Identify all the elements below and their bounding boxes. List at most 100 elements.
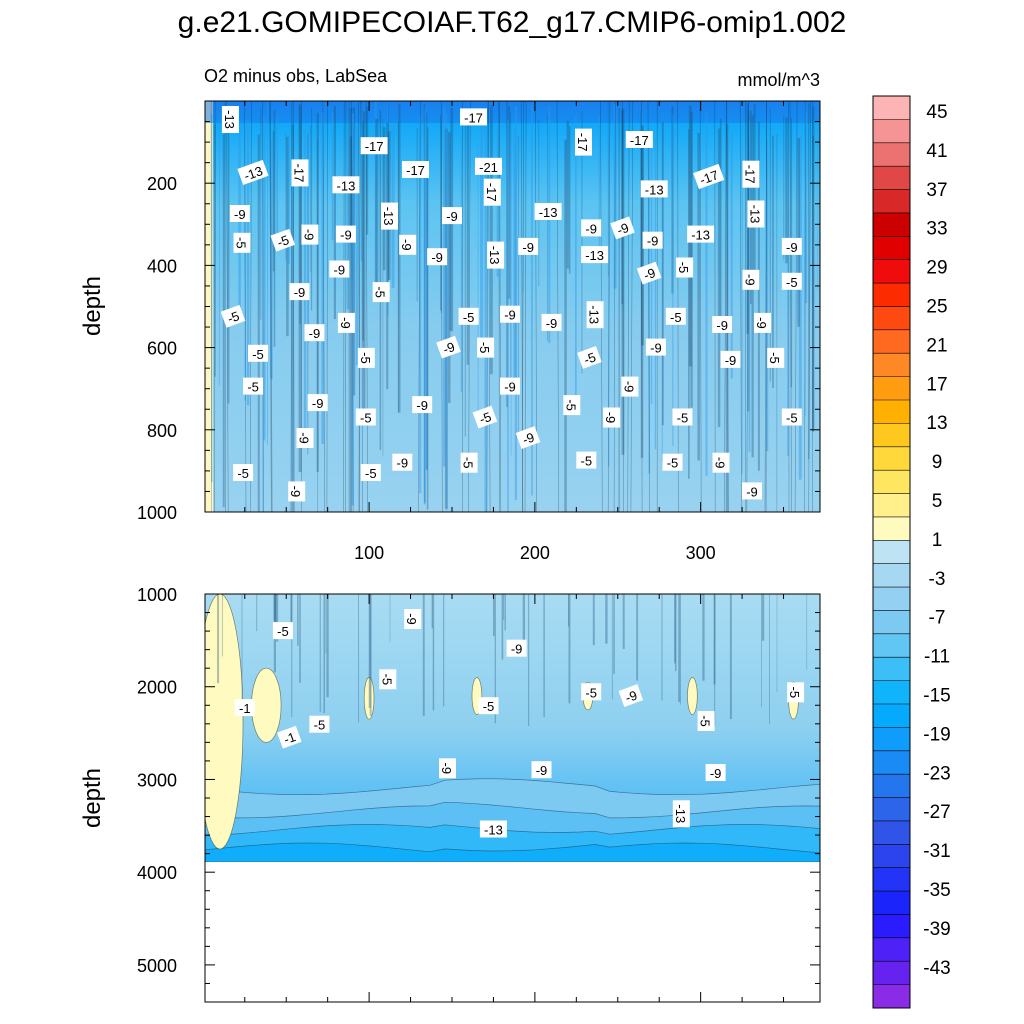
contour-streak [568,594,570,627]
lower-ylabel: depth [79,768,106,828]
contour-streak [508,105,511,299]
contour-streak [222,134,225,508]
contour-label-bg [621,376,639,397]
contour-label: -9 [500,377,520,395]
contour-label-bg [478,697,499,715]
contour-label-text: -9 [647,234,659,249]
contour-label: -5 [781,408,802,426]
contour-streak [466,111,469,365]
contour-label-bg [747,200,765,228]
contour-label-bg [477,337,495,358]
colorbar-swatch [873,189,910,214]
contour-streak [501,594,504,660]
upper-panel: -13 -17 -17 -17 -17 -13 -17 -17 -21 -17 -17 -13 -17 -… [79,100,821,563]
contour-streak [772,135,774,388]
contour-line [808,101,811,512]
colorbar-label: -3 [929,569,946,590]
contour-label-bg [531,761,552,779]
contour-label-text: -13 [242,163,265,184]
contour-line [647,101,650,512]
contour-streak [448,132,451,404]
contour-label: -9 [712,316,733,333]
contour-label-bg [436,335,461,359]
contour-label-bg [781,237,802,255]
contour-label: -17 [742,160,760,188]
contour-streak [510,123,512,456]
contour-streak [548,106,551,344]
contour-label-bg [402,161,429,178]
contour-streak [389,594,391,642]
contour-label-bg [581,219,602,237]
contour-label-text: -9 [340,228,352,243]
positive-anomaly-region [251,667,282,743]
colorbar-swatch [873,166,910,190]
contour-line [699,101,702,512]
contour-label-text: -9 [710,766,722,781]
contour-streak [568,126,571,274]
contour-streak [369,594,372,716]
contour-streak [326,594,329,698]
contour-label: -5 [472,405,498,429]
contour-label-text: -17 [464,110,483,125]
contour-label-text: -9 [439,763,454,775]
contour-streak [747,110,750,412]
contour-label: -5 [360,464,381,481]
contour-label: -5 [672,408,693,426]
contour-line [630,101,634,512]
contour-label: -9 [337,312,355,333]
contour-label-text: -9 [546,316,558,331]
contour-streak [440,115,441,311]
colorbar-swatch [873,750,910,775]
contour-label: -9 [442,207,462,225]
contour-label-bg [372,282,390,303]
contour-streak [621,110,624,305]
contour-streak [568,594,571,704]
contour-streak [608,132,610,467]
contour-label: -17 [291,159,309,187]
contour-label-text: -5 [667,456,679,471]
contour-streak [661,122,664,426]
contour-label-text: -9 [511,642,523,657]
contour-label-text: -9 [504,380,516,395]
contour-line [365,101,368,512]
colorbar: 45 41 37 33 29 25 21 17 13 9 5 1 -3 -7 -11 -15 -19 -23 -27… [872,95,951,1009]
colorbar-swatch [873,937,910,962]
contour-streak [352,107,356,396]
contour-label-text: -9 [309,326,321,341]
contour-label-bg [483,178,501,206]
contour-label-bg [672,408,693,426]
colorbar-swatch [873,867,910,892]
contour-label-bg [439,758,456,779]
contour-line [641,101,643,512]
contour-label-text: -17 [292,164,307,183]
contour-streak [766,140,769,452]
contour-label-bg [277,725,302,749]
contour-streak [358,594,359,723]
colorbar-label: 5 [932,491,943,512]
contour-label: -9 [742,482,762,500]
contour-label-text: -9 [334,263,346,278]
contour-label-text: -9 [399,239,414,251]
contour-streak [513,128,517,386]
contour-label: -9 [518,237,539,255]
contour-label-bg [742,160,760,188]
contour-streak [654,138,657,450]
contour-streak [360,103,363,262]
contour-label: -5 [478,697,499,715]
colorbar-frame [872,95,911,1009]
contour-label-text: -9 [725,353,737,368]
contour-label-bg [618,684,644,707]
contour-line [556,101,560,512]
contour-streak [416,128,418,302]
contour-streak [785,117,788,264]
contour-streak [355,126,359,366]
contour-label: -5 [581,683,602,701]
contour-streak [613,104,617,289]
contour-label: -13 [586,301,604,329]
contour-label: -9 [610,216,635,240]
colorbar-swatch [873,493,910,518]
contour-streak [494,594,496,724]
contour-streak [531,105,533,496]
contour-label-bg [518,237,539,255]
contour-label-text: -13 [539,205,558,220]
